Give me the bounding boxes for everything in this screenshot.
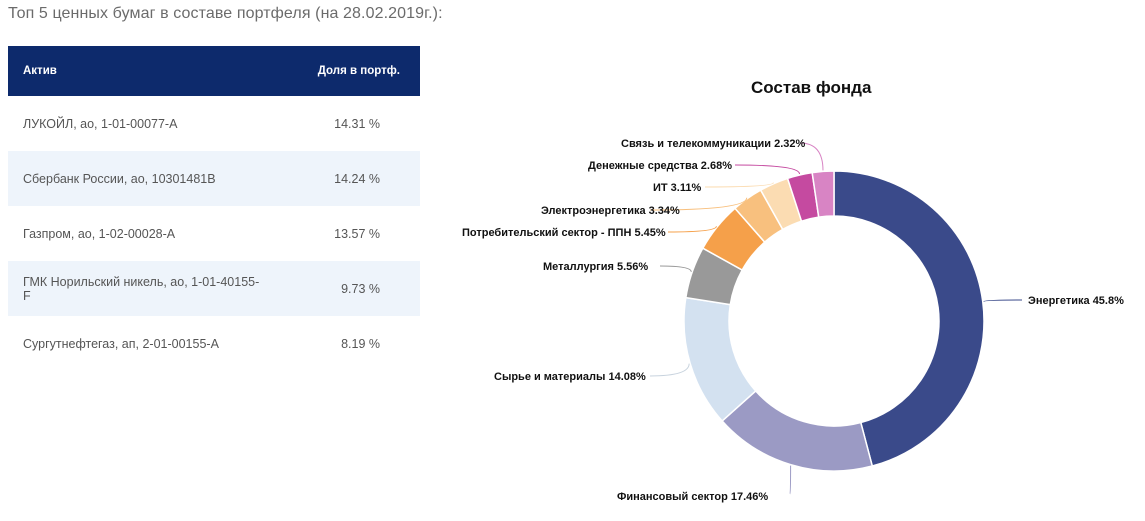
label-materials: Сырье и материалы 14.08% bbox=[494, 371, 646, 383]
label-metallurgy: Металлургия 5.56% bbox=[543, 261, 648, 273]
label-energy: Энергетика 45.8% bbox=[1028, 295, 1124, 307]
share-cell: 14.31 % bbox=[334, 116, 380, 131]
chart-title: Состав фонда bbox=[751, 78, 872, 97]
table-row: ГМК Норильский никель, ао, 1-01-40155-F … bbox=[8, 261, 420, 316]
connector-0 bbox=[983, 299, 1023, 303]
connector-7 bbox=[734, 164, 801, 175]
slice-1[interactable] bbox=[721, 389, 874, 472]
share-cell: 13.57 % bbox=[334, 226, 380, 241]
slice-0[interactable] bbox=[833, 170, 985, 467]
connector-6 bbox=[704, 182, 774, 188]
top-securities-table: Актив Доля в портф. ЛУКОЙЛ, ао, 1-01-000… bbox=[8, 46, 420, 371]
asset-cell: ГМК Норильский никель, ао, 1-01-40155-F bbox=[23, 274, 260, 303]
table-row: Сургутнефтегаз, ап, 2-01-00155-A 8.19 % bbox=[8, 316, 420, 371]
label-financial: Финансовый сектор 17.46% bbox=[617, 491, 768, 503]
connector-3 bbox=[659, 265, 692, 272]
label-telecom: Связь и телекоммуникации 2.32% bbox=[621, 138, 806, 150]
slice-8[interactable] bbox=[811, 170, 835, 218]
label-consumer: Потребительский сектор - ППН 5.45% bbox=[462, 227, 666, 239]
table-row: ЛУКОЙЛ, ао, 1-01-00077-A 14.31 % bbox=[8, 96, 420, 151]
data-labels: Энергетика 45.8% Финансовый сектор 17.46… bbox=[462, 138, 1124, 503]
connector-8 bbox=[799, 142, 824, 171]
page-title: Топ 5 ценных бумаг в составе портфеля (н… bbox=[8, 5, 443, 22]
share-cell: 8.19 % bbox=[341, 336, 380, 351]
share-cell: 14.24 % bbox=[334, 171, 380, 186]
asset-cell: Сбербанк России, ао, 10301481B bbox=[23, 171, 216, 186]
connector-2 bbox=[649, 363, 690, 377]
label-cash: Денежные средства 2.68% bbox=[588, 160, 732, 172]
label-power: Электроэнергетика 3.34% bbox=[541, 205, 680, 217]
table-row: Сбербанк России, ао, 10301481B 14.24 % bbox=[8, 151, 420, 206]
header-asset: Актив bbox=[23, 65, 57, 77]
header-share: Доля в портф. bbox=[317, 65, 400, 77]
connector-5 bbox=[649, 197, 748, 211]
label-connectors bbox=[649, 142, 1023, 495]
table-header: Актив Доля в портф. bbox=[8, 46, 420, 96]
connector-1 bbox=[789, 465, 792, 495]
table-row: Газпром, ао, 1-02-00028-A 13.57 % bbox=[8, 206, 420, 261]
label-it: ИТ 3.11% bbox=[653, 182, 701, 194]
share-cell: 9.73 % bbox=[341, 281, 380, 296]
asset-cell: Сургутнефтегаз, ап, 2-01-00155-A bbox=[23, 336, 219, 351]
asset-cell: ЛУКОЙЛ, ао, 1-01-00077-A bbox=[23, 116, 178, 131]
asset-cell: Газпром, ао, 1-02-00028-A bbox=[23, 226, 176, 241]
connector-4 bbox=[667, 226, 717, 233]
donut-slices bbox=[683, 170, 985, 472]
